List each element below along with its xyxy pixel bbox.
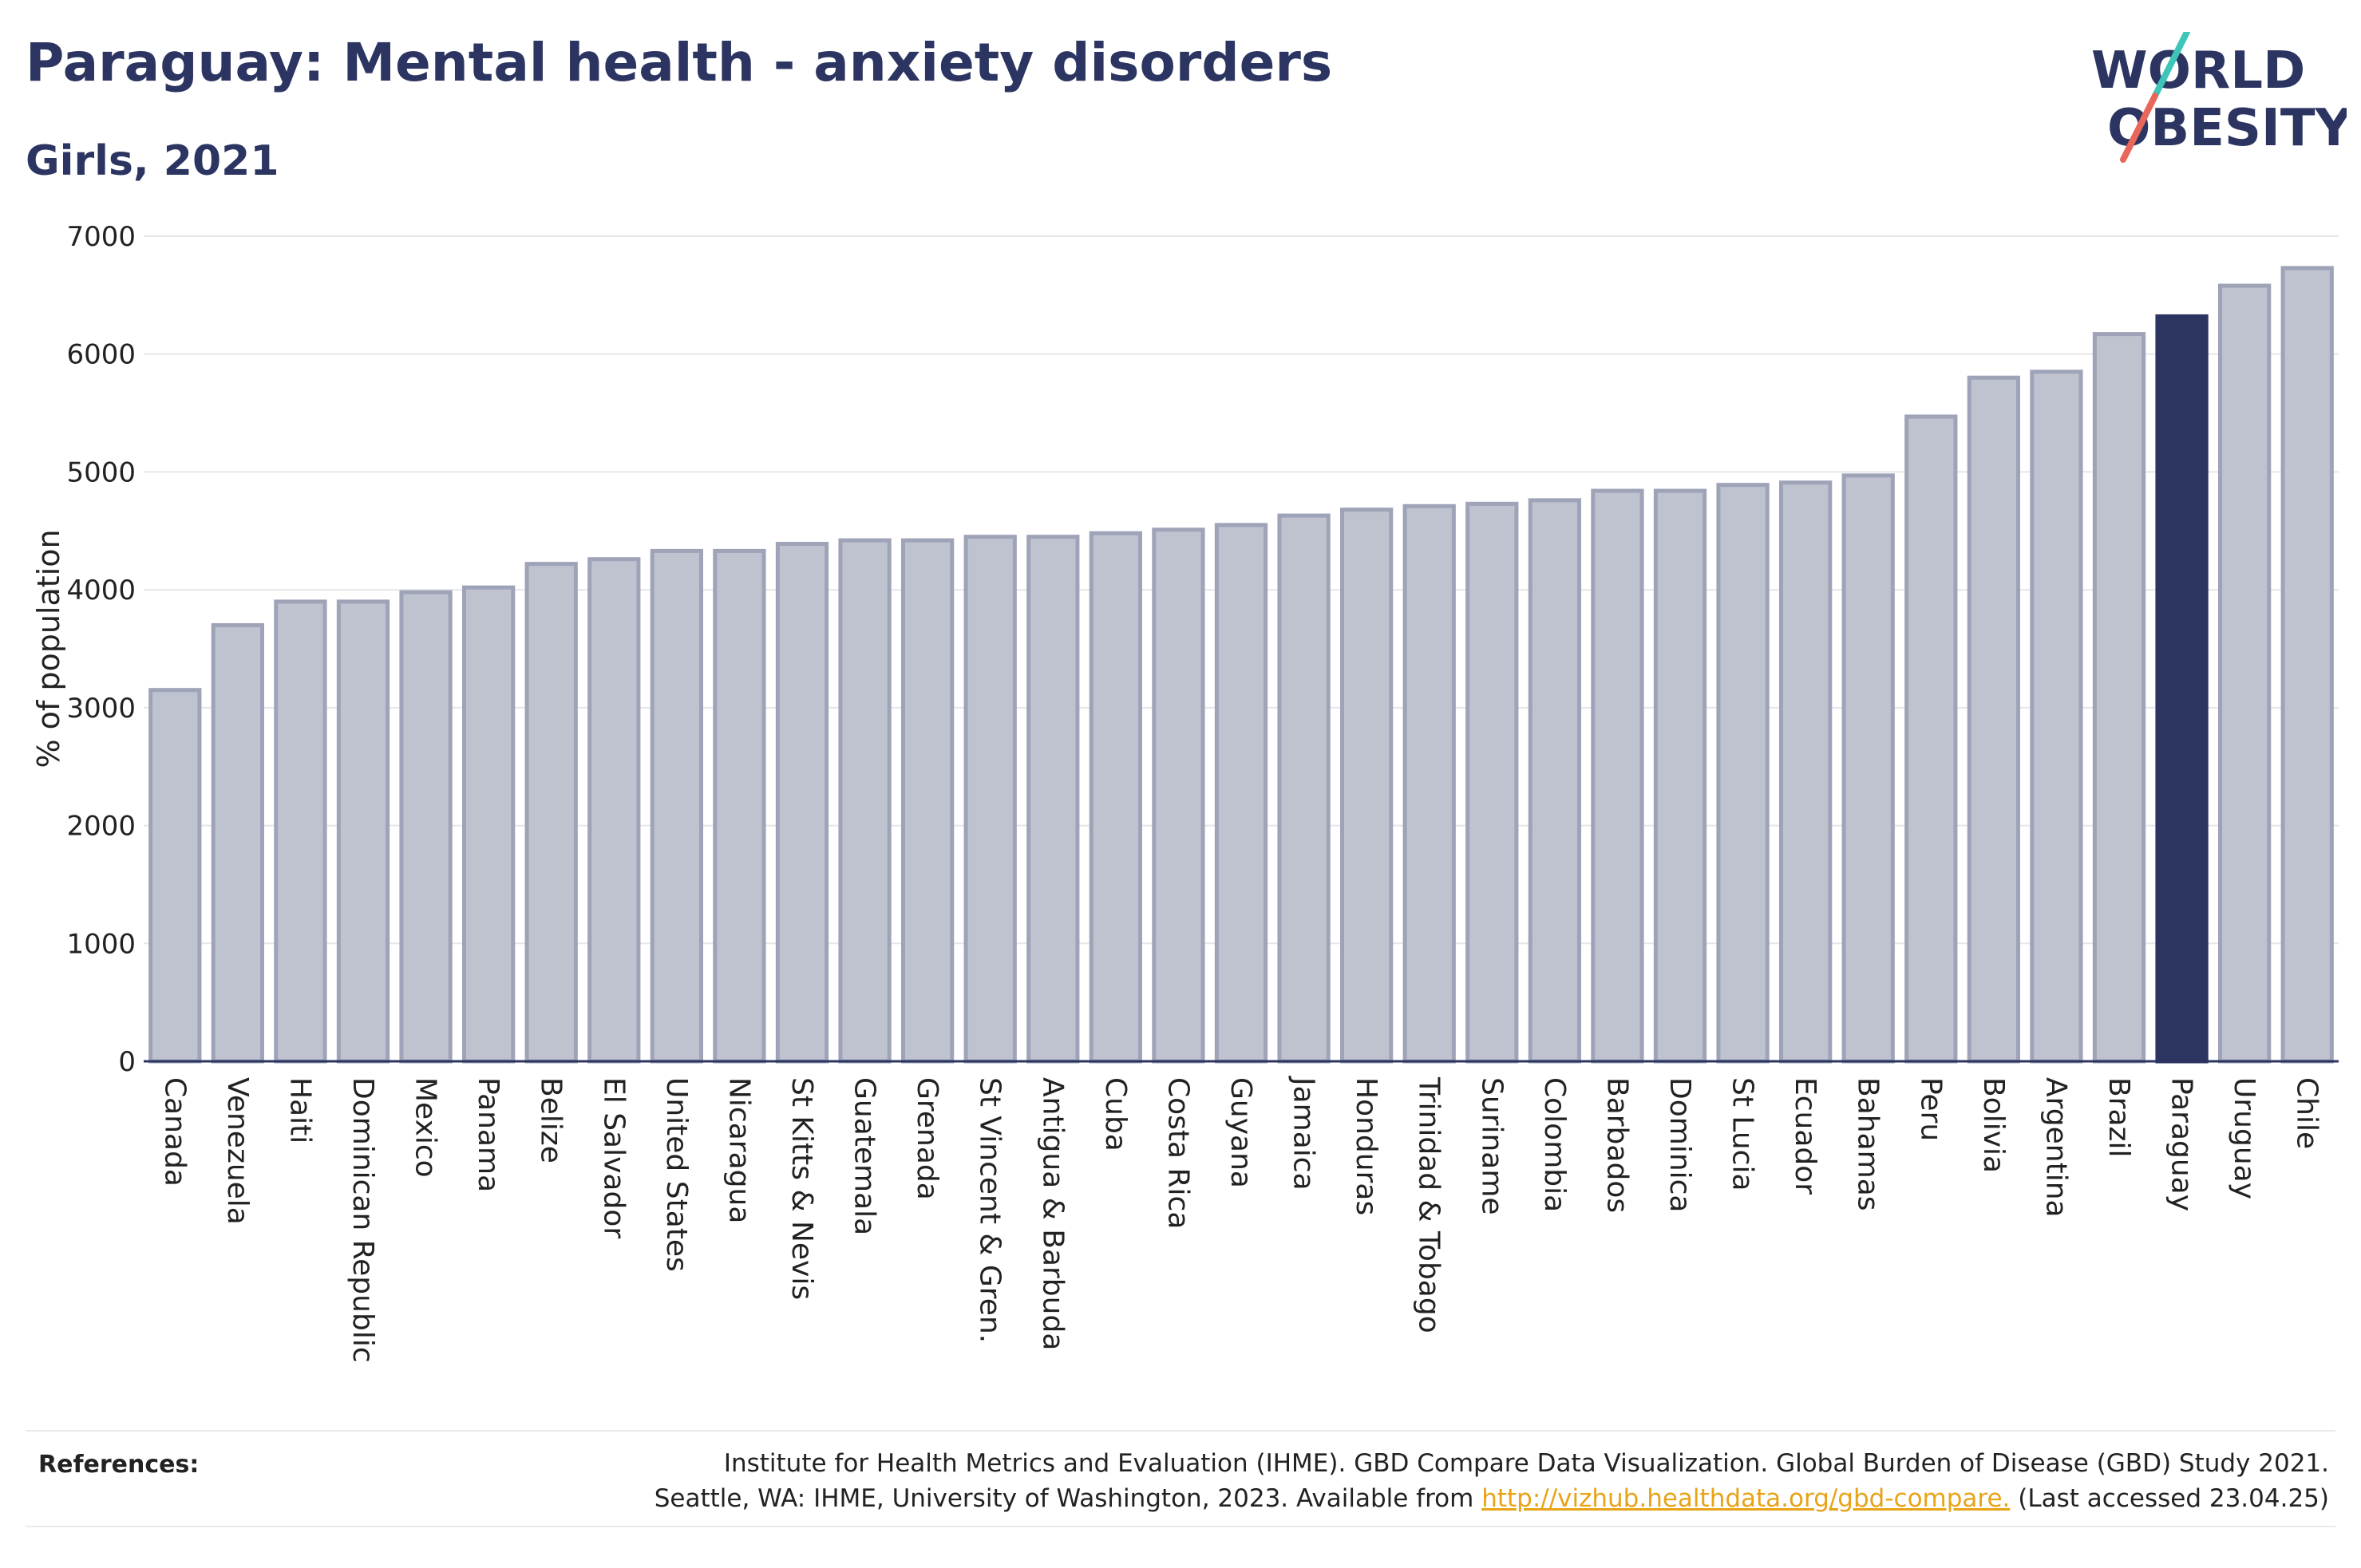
- bar: [2030, 369, 2083, 1064]
- bar: [1152, 527, 1205, 1064]
- references-bottom-rule: [26, 1526, 2335, 1527]
- x-tick-label: Guyana: [1224, 1077, 1257, 1188]
- bar-highlight: [2155, 314, 2209, 1064]
- x-tick-label: Guatemala: [848, 1077, 881, 1235]
- bar: [901, 538, 955, 1064]
- x-tick-label: St Kitts & Nevis: [785, 1077, 818, 1300]
- svg-text:WORLD: WORLD: [2091, 41, 2305, 101]
- x-tick-label: St Lucia: [1726, 1077, 1759, 1191]
- y-axis-label: % of population: [31, 529, 66, 768]
- bar: [148, 688, 202, 1064]
- bar: [963, 535, 1017, 1064]
- logo-rld: RLD: [2191, 41, 2305, 101]
- bar: [1465, 501, 1519, 1064]
- bar: [211, 622, 265, 1064]
- y-tick-label: 6000: [66, 339, 136, 371]
- x-tick-label: Belize: [535, 1077, 568, 1163]
- x-tick-label: Barbados: [1600, 1077, 1633, 1213]
- bar: [462, 585, 516, 1064]
- x-tick-label: Canada: [158, 1077, 191, 1187]
- bar: [587, 557, 641, 1064]
- references-line-2: Seattle, WA: IHME, University of Washing…: [413, 1481, 2329, 1516]
- bar: [1402, 504, 1456, 1064]
- x-tick-label: Suriname: [1475, 1077, 1508, 1215]
- bar: [2092, 332, 2146, 1064]
- x-tick-label: Trinidad & Tobago: [1413, 1076, 1445, 1333]
- bar: [1340, 508, 1394, 1064]
- x-tick-label: Chile: [2291, 1077, 2323, 1149]
- bar: [1214, 523, 1268, 1064]
- x-tick-label: Antigua & Barbuda: [1036, 1077, 1069, 1350]
- bar: [1026, 535, 1080, 1064]
- bar: [1528, 498, 1581, 1064]
- y-tick-label: 7000: [66, 221, 136, 253]
- x-tick-label: Panama: [472, 1077, 504, 1192]
- y-tick-label: 4000: [66, 575, 136, 606]
- bar: [713, 548, 766, 1064]
- bar: [1841, 473, 1895, 1064]
- bar: [2218, 283, 2272, 1064]
- bar: [1591, 488, 1644, 1064]
- x-tick-label: Cuba: [1099, 1077, 1132, 1151]
- references-top-rule: [26, 1430, 2335, 1432]
- x-tick-label: Brazil: [2102, 1077, 2135, 1157]
- x-tick-label: St Vincent & Gren.: [974, 1077, 1006, 1343]
- x-tick-label: Grenada: [911, 1077, 943, 1200]
- x-tick-label: Argentina: [2039, 1077, 2072, 1218]
- x-tick-label: Honduras: [1350, 1077, 1382, 1215]
- bar: [2280, 266, 2334, 1064]
- bar: [1779, 480, 1833, 1064]
- x-tick-label: Nicaragua: [722, 1077, 755, 1223]
- references-label: References:: [38, 1451, 200, 1479]
- bar: [775, 542, 829, 1064]
- logo-w: W: [2091, 41, 2148, 101]
- y-tick-label: 2000: [66, 811, 136, 843]
- references-line-2-suffix: (Last accessed 23.04.25): [2010, 1484, 2329, 1513]
- world-obesity-logo: WORLD OBESITY: [2091, 32, 2347, 163]
- bar: [399, 590, 453, 1064]
- references-link[interactable]: http://vizhub.healthdata.org/gbd-compare…: [1481, 1484, 2011, 1513]
- x-tick-label: Peru: [1914, 1077, 1947, 1141]
- x-tick-label: Ecuador: [1789, 1077, 1821, 1195]
- x-tick-label: Colombia: [1538, 1077, 1571, 1212]
- bar-chart: 0 1000 2000 3000 4000 5000 6000 7000 Canada Venez…: [31, 221, 2339, 1363]
- x-tick-label: Bahamas: [1852, 1077, 1884, 1211]
- y-tick-label: 1000: [66, 928, 136, 960]
- x-tick-label: Mexico: [409, 1077, 442, 1178]
- x-tick-label: Haiti: [283, 1077, 316, 1143]
- bar: [1277, 513, 1331, 1064]
- bar: [1653, 488, 1707, 1064]
- x-tick-label: Uruguay: [2228, 1077, 2260, 1199]
- x-tick-label: Dominican Republic: [346, 1077, 379, 1363]
- x-tick-label: Paraguay: [2165, 1077, 2198, 1211]
- bar: [336, 599, 390, 1064]
- x-tick-label: Bolivia: [1977, 1077, 2010, 1173]
- y-tick-label: 0: [118, 1046, 136, 1078]
- y-tick-label: 3000: [66, 693, 136, 725]
- chart-title: Paraguay: Mental health - anxiety disord…: [26, 32, 1333, 93]
- bar: [650, 548, 704, 1064]
- x-tick-label: Dominica: [1663, 1077, 1696, 1213]
- x-tick-label: United States: [660, 1077, 693, 1272]
- bar: [1904, 414, 1958, 1064]
- bar: [524, 562, 578, 1064]
- chart-subtitle: Girls, 2021: [26, 137, 279, 185]
- bar: [1716, 483, 1770, 1064]
- bar: [274, 599, 327, 1064]
- x-tick-label: El Salvador: [597, 1077, 630, 1238]
- bar: [1089, 531, 1142, 1064]
- x-tick-label: Costa Rica: [1161, 1077, 1194, 1229]
- references-line-1: Institute for Health Metrics and Evaluat…: [723, 1449, 2329, 1478]
- x-tick-label: Jamaica: [1287, 1076, 1320, 1191]
- references-text: Institute for Health Metrics and Evaluat…: [413, 1446, 2329, 1516]
- y-tick-label: 5000: [66, 456, 136, 488]
- bar: [1967, 375, 2021, 1064]
- bar: [838, 538, 892, 1064]
- x-tick-label: Venezuela: [221, 1077, 254, 1225]
- references-line-2-prefix: Seattle, WA: IHME, University of Washing…: [654, 1484, 1482, 1513]
